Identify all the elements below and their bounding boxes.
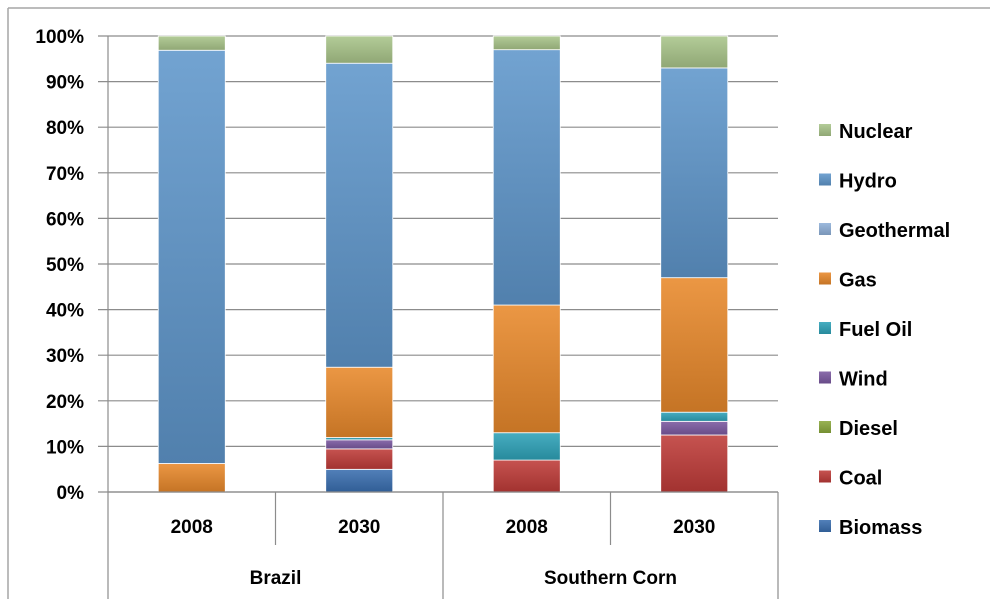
bar-segment-gas: [157, 463, 226, 493]
bar-segment-fuel-oil: [492, 432, 561, 461]
bar-segment-nuclear: [157, 35, 226, 51]
bar-segment-wind: [325, 439, 394, 450]
x-group-label: Brazil: [250, 568, 302, 589]
bar-segment-hydro: [325, 62, 394, 368]
legend: Nuclear Hydro Geothermal Gas Fuel Oil Wind Die…: [819, 121, 950, 539]
y-tick-label: 80%: [46, 118, 84, 139]
legend-swatch: [819, 322, 831, 334]
bar-segment-gas: [660, 277, 729, 413]
y-tick-label: 100%: [35, 27, 84, 48]
y-tick-label: 30%: [46, 346, 84, 367]
y-tick-label: 10%: [46, 437, 84, 458]
legend-swatch: [819, 421, 831, 433]
legend-item-gas: Gas: [819, 270, 877, 292]
legend-swatch: [819, 371, 831, 384]
bar-segment-gas: [325, 366, 394, 438]
y-tick-label: 40%: [46, 301, 84, 322]
legend-swatch: [819, 272, 831, 285]
bar-segment-hydro: [157, 49, 226, 464]
y-tick-label: 70%: [46, 164, 84, 185]
legend-label: Hydro: [839, 171, 897, 193]
legend-label: Wind: [839, 369, 888, 391]
legend-label: Geothermal: [839, 220, 950, 242]
x-category-label: 2030: [673, 517, 715, 538]
legend-item-geothermal: Geothermal: [819, 220, 950, 242]
bars: [157, 35, 729, 493]
bar-segment-coal: [660, 434, 729, 493]
legend-label: Nuclear: [839, 121, 913, 143]
bar-segment-nuclear: [492, 35, 561, 51]
axes: 0% 10% 20% 30% 40% 50% 60% 70% 80% 90% 100% 2008 203…: [7, 7, 990, 599]
legend-swatch: [819, 470, 831, 483]
legend-item-nuclear: Nuclear: [819, 121, 913, 143]
y-tick-label: 0%: [57, 483, 85, 504]
x-group-label: Southern Corn: [544, 568, 677, 589]
bar-segment-coal: [325, 448, 394, 470]
x-category-label: 2008: [506, 517, 548, 538]
legend-item-diesel: Diesel: [819, 418, 898, 440]
bar-segment-nuclear: [660, 35, 729, 69]
legend-label: Biomass: [839, 517, 922, 539]
y-tick-label: 60%: [46, 209, 84, 230]
legend-label: Gas: [839, 270, 877, 292]
y-tick-label: 20%: [46, 392, 84, 413]
y-tick-label: 50%: [46, 255, 84, 276]
bar-segment-wind: [660, 420, 729, 436]
bar-segment-coal: [492, 459, 561, 493]
bar-segment-nuclear: [325, 35, 394, 64]
bar-segment-gas: [492, 304, 561, 434]
legend-label: Coal: [839, 468, 882, 490]
legend-item-fuel-oil: Fuel Oil: [819, 319, 912, 341]
legend-item-coal: Coal: [819, 468, 882, 490]
y-tick-label: 90%: [46, 73, 84, 94]
x-category-label: 2008: [171, 517, 213, 538]
legend-swatch: [819, 223, 831, 235]
legend-swatch: [819, 520, 831, 532]
legend-item-wind: Wind: [819, 369, 888, 391]
legend-item-biomass: Biomass: [819, 517, 922, 539]
legend-label: Fuel Oil: [839, 319, 912, 341]
bar-segment-biomass: [325, 468, 394, 493]
legend-label: Diesel: [839, 418, 898, 440]
legend-item-hydro: Hydro: [819, 171, 897, 193]
bar-segment-hydro: [660, 67, 729, 279]
legend-swatch: [819, 173, 831, 186]
bar-segment-fuel-oil: [660, 411, 729, 422]
legend-swatch: [819, 124, 831, 136]
bar-segment-hydro: [492, 49, 561, 306]
x-category-label: 2030: [338, 517, 380, 538]
